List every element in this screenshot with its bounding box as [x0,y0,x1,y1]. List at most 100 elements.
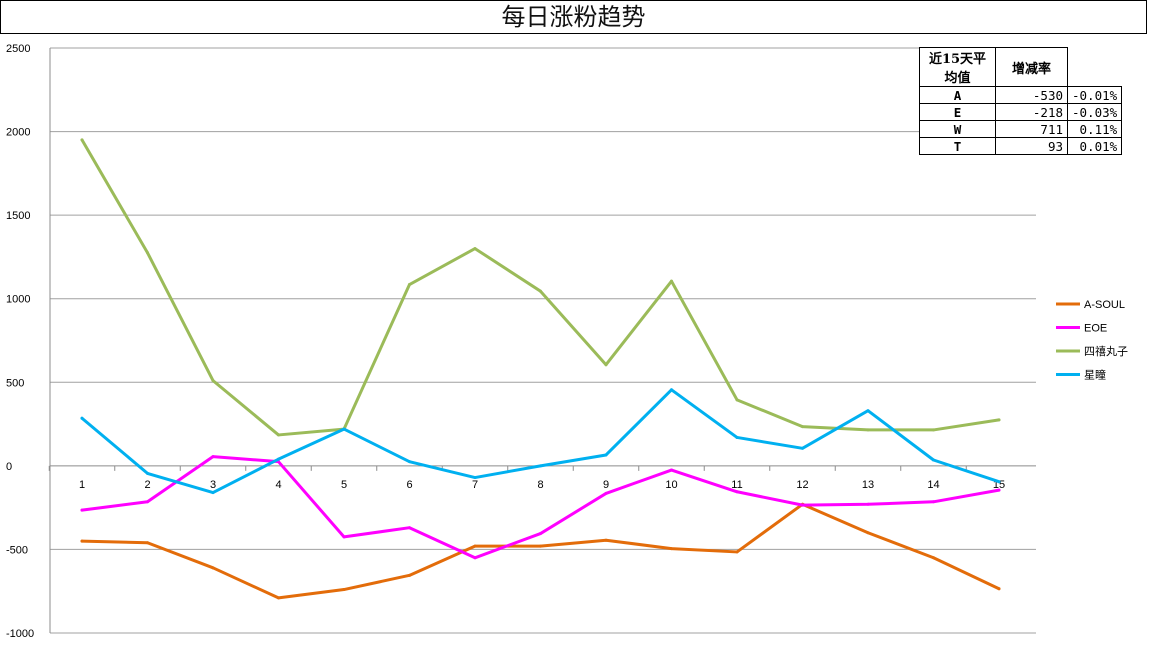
data-point [80,416,84,420]
data-point [997,418,1001,422]
data-point [146,251,149,255]
data-point [80,508,84,512]
stats-row-average: 93 [995,137,1068,155]
x-tick-label: 11 [731,479,742,491]
data-point [342,427,346,431]
stats-row-rate: 0.01% [1066,137,1123,155]
series-line [80,138,1001,437]
data-point [932,428,935,432]
stats-row: A -530 -0.01% [919,86,1123,104]
stats-row-average: -218 [995,103,1068,121]
x-tick-label: 3 [210,479,216,491]
stats-header-row: 近15天平均值 增减率 [919,47,1122,87]
data-point [735,398,739,402]
data-point [932,556,935,560]
data-point [277,596,280,600]
data-point [80,539,84,543]
data-point [146,500,149,504]
series-line [80,455,1001,560]
data-point [146,471,149,475]
data-point [866,502,870,506]
legend-label: 星瞳 [1084,368,1106,382]
data-point [473,556,477,560]
data-point [735,490,739,494]
data-point [801,425,804,429]
x-tick-label: 6 [406,479,412,491]
stats-header-average: 近15天平均值 [919,47,996,87]
legend-label: A-SOUL [1084,299,1125,311]
data-point [670,468,673,472]
data-point [539,289,542,293]
stats-row-rate: 0.11% [1066,120,1123,138]
y-tick-label: 1500 [6,210,30,222]
data-point [80,138,84,142]
stats-row: W 711 0.11% [919,120,1123,138]
x-tick-label: 14 [927,479,939,491]
x-tick-label: 7 [472,479,478,491]
data-point [342,535,346,539]
data-point [342,588,346,592]
data-point [866,409,870,413]
data-point [932,458,935,462]
data-point [735,435,739,439]
chart-title: 每日涨粉趋势 [0,0,1147,34]
series-line [80,502,1001,600]
data-point [670,547,673,551]
stats-row-name: A [919,86,996,104]
stats-row-name: W [919,120,996,138]
y-tick-label: 2500 [6,43,30,55]
data-point [801,503,804,507]
data-point [539,532,542,536]
stats-row-average: 711 [995,120,1068,138]
data-point [211,491,215,495]
data-point [932,500,935,504]
x-tick-label: 5 [341,479,347,491]
series-line [80,388,1001,495]
data-point [997,587,1001,591]
stats-row-average: -530 [995,86,1068,104]
data-point [408,283,411,287]
x-tick-label: 1 [79,479,85,491]
data-point [801,446,804,450]
data-point [146,541,149,545]
data-point [997,488,1001,492]
data-point [604,453,608,457]
stats-row-rate: -0.01% [1066,86,1123,104]
x-tick-label: 2 [144,479,150,491]
data-point [604,363,608,367]
x-tick-label: 13 [862,479,874,491]
legend-label: EOE [1084,323,1107,335]
data-point [473,247,477,251]
data-point [670,279,673,283]
data-point [211,455,215,459]
data-point [408,460,411,464]
y-tick-label: -1000 [6,628,34,640]
stats-row-name: T [919,137,996,155]
x-tick-label: 12 [796,479,808,491]
data-point [604,491,608,495]
data-point [997,480,1001,484]
x-tick-label: 8 [537,479,543,491]
y-tick-label: 0 [6,461,12,473]
y-tick-label: 2000 [6,127,30,139]
y-tick-label: -500 [6,544,28,556]
stats-header-rate: 增减率 [995,47,1068,87]
y-tick-label: 1000 [6,294,30,306]
data-point [866,531,870,535]
data-point [473,544,477,548]
x-tick-label: 10 [665,479,677,491]
data-point [408,573,411,577]
stats-table: 近15天平均值 增减率 A -530 -0.01% E -218 -0.03% … [919,47,1123,155]
data-point [604,538,608,542]
data-point [670,388,673,392]
stats-row-rate: -0.03% [1066,103,1123,121]
x-tick-label: 4 [275,479,281,491]
data-point [866,428,870,432]
x-axis-ticks: 1 2 3 4 5 6 7 8 9 10 11 12 13 14 15 [79,479,1005,491]
series-lines [80,138,1001,600]
data-point [473,476,477,480]
data-point [211,566,215,570]
x-tick-label: 9 [603,479,609,491]
data-point [277,457,280,461]
